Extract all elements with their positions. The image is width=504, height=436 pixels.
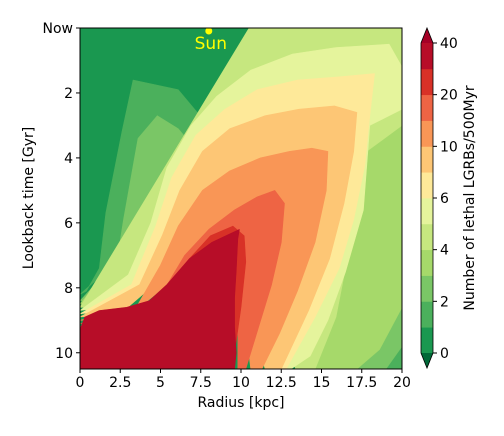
colorbar-band <box>421 68 433 96</box>
colorbar-band <box>421 198 433 225</box>
colorbar-extend-min <box>421 353 433 368</box>
x-tick-label: 0 <box>76 375 85 391</box>
colorbar-band <box>421 172 433 199</box>
colorbar-tick-label: 6 <box>440 191 449 207</box>
colorbar-band <box>421 146 433 173</box>
colorbar-band <box>421 120 433 147</box>
contour-band-30 <box>80 229 240 369</box>
y-axis: Now 2 4 6 8 10 <box>43 21 80 362</box>
y-tick-label: 10 <box>55 346 73 362</box>
colorbar-band <box>421 301 433 328</box>
x-tick-label: 12.5 <box>266 375 297 391</box>
y-axis-label: Lookback time [Gyr] <box>21 127 37 269</box>
colorbar-tick-label: 0 <box>440 346 449 362</box>
x-tick-label: 20 <box>393 375 411 391</box>
colorbar-tick-label: 4 <box>440 243 449 259</box>
contour-layer <box>80 28 402 369</box>
x-tick-label: 17.5 <box>346 375 377 391</box>
y-tick-label: 4 <box>64 151 73 167</box>
sun-label: Sun <box>195 34 227 54</box>
x-tick-label: 2.5 <box>109 375 131 391</box>
colorbar-band <box>421 249 433 276</box>
colorbar-band <box>421 275 433 302</box>
colorbar-tick-label: 40 <box>440 36 458 52</box>
y-tick-label: Now <box>43 21 74 37</box>
colorbar-label: Number of lethal LGRBs/500Myr <box>462 85 478 310</box>
y-tick-label: 2 <box>64 86 73 102</box>
x-tick-label: 15 <box>313 375 331 391</box>
y-tick-label: 6 <box>64 216 73 232</box>
x-tick-label: 10 <box>232 375 250 391</box>
colorbar-band <box>421 43 433 70</box>
y-tick-label: 8 <box>64 281 73 297</box>
x-axis-label: Radius [kpc] <box>197 395 284 411</box>
colorbar-band <box>421 223 433 251</box>
sun-marker <box>205 28 213 35</box>
colorbar-band <box>421 327 433 354</box>
x-tick-label: 5 <box>156 375 165 391</box>
x-tick-label: 7.5 <box>190 375 212 391</box>
colorbar-band <box>421 94 433 121</box>
colorbar-tick-label: 10 <box>440 139 458 155</box>
plot-area: Sun <box>80 28 402 369</box>
colorbar-tick-label: 2 <box>440 294 449 310</box>
colorbar-extend-max <box>421 28 433 43</box>
colorbar: 0 2 4 6 10 20 40 <box>420 26 458 370</box>
colorbar-tick-label: 20 <box>440 88 458 104</box>
x-axis: 0 2.5 5 7.5 10 12.5 15 17.5 20 <box>76 369 411 391</box>
